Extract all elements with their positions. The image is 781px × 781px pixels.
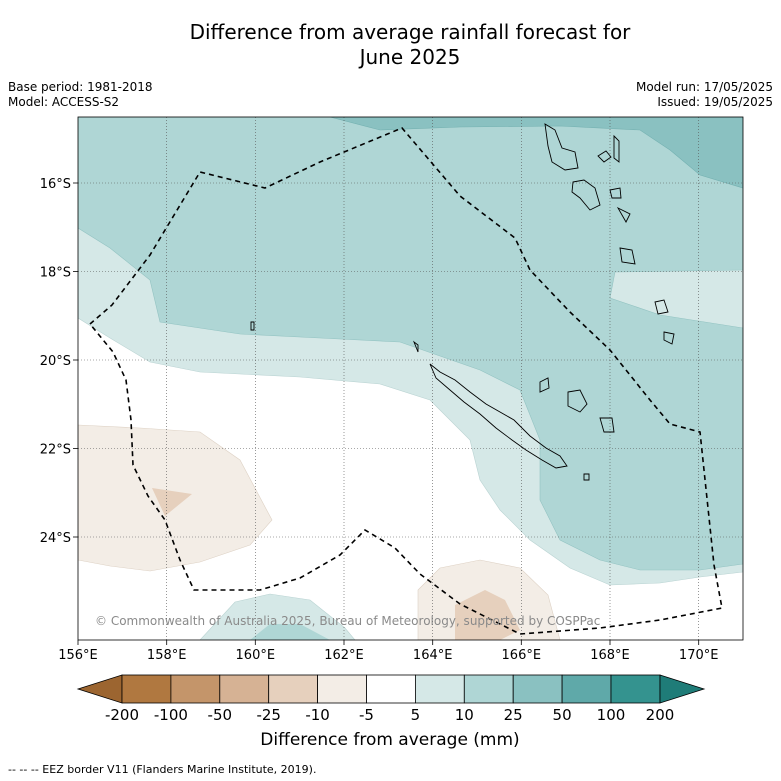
title-line-1: Difference from average rainfall forecas… (189, 20, 631, 44)
rain-zone-bottom-left (199, 593, 356, 640)
lat-tick-label: 22°S (40, 443, 71, 458)
lon-tick-label: 160°E (236, 648, 276, 663)
vanuatu-island-2 (597, 150, 612, 163)
title-line-2: June 2025 (359, 45, 461, 69)
map-fill-layer (78, 117, 743, 640)
vanuatu-island-4 (571, 179, 601, 211)
model-name: Model: ACCESS-S2 (8, 95, 120, 109)
copyright-notice: © Commonwealth of Australia 2025, Bureau… (95, 614, 601, 628)
lon-tick-labels: 156°E 158°E 160°E 162°E 164°E 166°E 168°… (58, 648, 718, 663)
rain-zone-dark-teal (329, 117, 743, 189)
colorbar-title: Difference from average (mm) (260, 730, 520, 750)
land-outlines (250, 123, 675, 481)
map-frame (77, 116, 744, 641)
vanuatu-island-5 (609, 187, 622, 199)
gridlines (78, 117, 743, 640)
loyalty-island-1 (539, 377, 550, 393)
lat-tick-label: 20°S (40, 354, 71, 369)
meta-right: Model run: 17/05/2025 Issued: 19/05/2025 (636, 80, 773, 110)
lon-tick-label: 158°E (147, 648, 187, 663)
eez-border (88, 127, 723, 635)
island-south-1 (583, 473, 590, 481)
lat-tick-labels: 16°S 18°S 20°S 22°S 24°S (40, 177, 71, 546)
lon-tick-label: 162°E (324, 648, 364, 663)
new-caledonia-outline (429, 363, 568, 469)
axis-ticks (73, 182, 700, 645)
rain-zone-teal (78, 117, 743, 571)
lon-tick-label: 170°E (679, 648, 719, 663)
dry-zone-bottom-core (455, 590, 520, 640)
lat-tick-label: 16°S (40, 177, 71, 192)
map-title: Difference from average rainfall forecas… (80, 20, 740, 70)
model-run: Model run: 17/05/2025 (635, 80, 773, 94)
dry-zone-left-core (152, 488, 192, 516)
eez-footnote: -- -- -- EEZ border V11 (Flanders Marine… (8, 763, 317, 776)
meta-left: Base period: 1981-2018 Model: ACCESS-S2 (8, 80, 153, 110)
vanuatu-island-1 (544, 123, 579, 171)
island-east-1 (654, 299, 669, 315)
lat-tick-label: 18°S (40, 266, 71, 281)
vanuatu-island-3 (613, 134, 620, 163)
vanuatu-island-6 (616, 206, 631, 223)
loyalty-island-3 (599, 417, 615, 433)
island-north-nc (412, 340, 419, 353)
base-period: Base period: 1981-2018 (8, 80, 153, 94)
issued-date: Issued: 19/05/2025 (657, 95, 773, 109)
lon-tick-label: 168°E (590, 648, 630, 663)
rain-zone-bottom-left-core (250, 624, 330, 640)
island-west-1 (250, 321, 255, 331)
vanuatu-island-7 (619, 247, 636, 265)
loyalty-island-2 (567, 389, 588, 413)
lon-tick-label: 164°E (413, 648, 453, 663)
lat-tick-label: 24°S (40, 531, 71, 546)
island-east-2 (663, 331, 675, 345)
lon-tick-label: 156°E (58, 648, 98, 663)
lon-tick-label: 166°E (502, 648, 542, 663)
